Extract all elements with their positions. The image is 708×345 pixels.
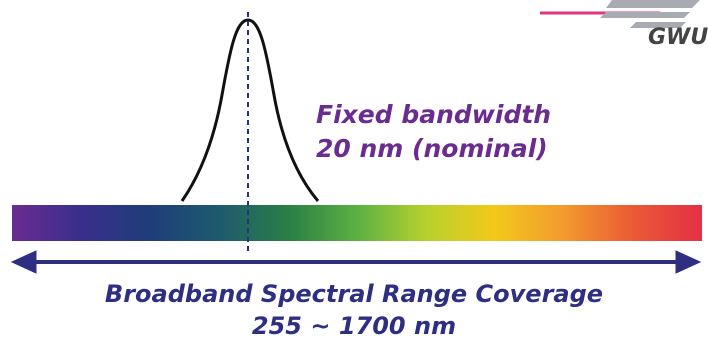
- coverage-range: 255 ~ 1700 nm: [251, 312, 457, 340]
- range-double-arrow: [10, 250, 702, 274]
- bandwidth-value: 20 nm (nominal): [316, 134, 548, 163]
- coverage-label: Broadband Spectral Range Coverage: [104, 280, 604, 308]
- bandwidth-label: Fixed bandwidth: [316, 100, 552, 129]
- spectrum-bar: [12, 205, 702, 241]
- logo-mark-icon: [600, 0, 700, 28]
- logo-text: GWU: [648, 25, 708, 50]
- gwu-logo: GWU: [540, 0, 708, 50]
- bandwidth-peak-curve: [180, 18, 320, 202]
